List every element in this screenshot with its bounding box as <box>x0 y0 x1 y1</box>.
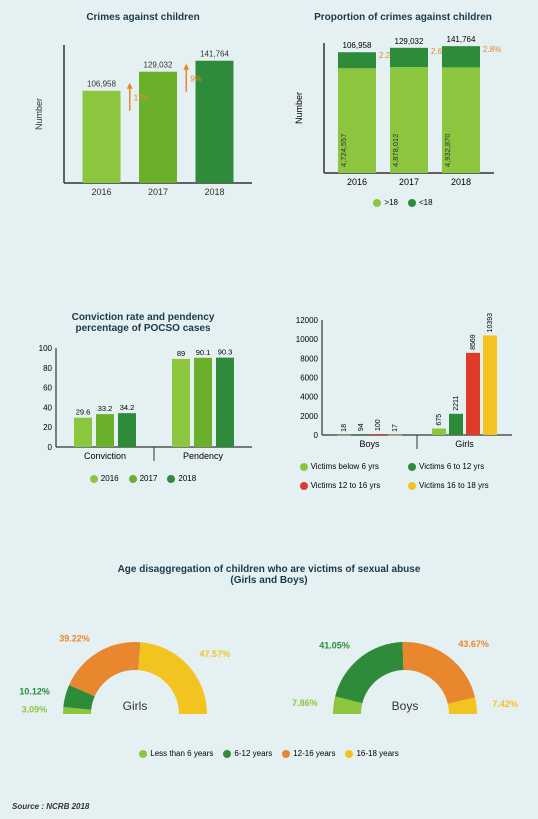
chart3-legend: 2016 2017 2018 <box>28 474 258 483</box>
chart5-title: Age disaggregation of children who are v… <box>0 560 538 594</box>
svg-text:129,032: 129,032 <box>144 61 173 70</box>
svg-text:0: 0 <box>314 431 319 440</box>
svg-text:2017: 2017 <box>399 177 419 187</box>
svg-text:80: 80 <box>43 364 52 373</box>
svg-text:106,958: 106,958 <box>343 41 372 50</box>
svg-text:141,764: 141,764 <box>447 35 476 44</box>
svg-text:29.6: 29.6 <box>76 408 91 417</box>
svg-text:Girls: Girls <box>123 699 148 713</box>
svg-text:0: 0 <box>48 443 53 452</box>
svg-text:2016: 2016 <box>91 187 111 197</box>
svg-text:10.12%: 10.12% <box>19 687 50 697</box>
svg-text:141,764: 141,764 <box>200 50 229 59</box>
svg-text:8569: 8569 <box>470 334 477 350</box>
svg-text:89: 89 <box>177 349 185 358</box>
svg-text:7.42%: 7.42% <box>492 699 518 709</box>
svg-text:47.57%: 47.57% <box>200 649 231 659</box>
chart3-title: Conviction rate and pendency percentage … <box>28 312 258 334</box>
chart1-svg: Number 106,958 2016 129,032 2017 141,764 2018 1… <box>28 23 258 203</box>
legend-item: 2017 <box>129 474 158 483</box>
svg-text:33.2: 33.2 <box>98 404 113 413</box>
svg-text:3.09%: 3.09% <box>22 705 48 715</box>
svg-text:2000: 2000 <box>300 412 318 421</box>
svg-text:10000: 10000 <box>296 335 319 344</box>
svg-text:8000: 8000 <box>300 354 318 363</box>
svg-text:4,724,557: 4,724,557 <box>339 134 348 167</box>
svg-text:Boys: Boys <box>392 699 419 713</box>
legend-item: >18 <box>373 198 398 207</box>
svg-text:40: 40 <box>43 403 52 412</box>
svg-text:4000: 4000 <box>300 393 318 402</box>
svg-text:39.22%: 39.22% <box>59 634 90 644</box>
legend-item: <18 <box>408 198 433 207</box>
svg-text:12000: 12000 <box>296 316 319 325</box>
svg-text:Boys: Boys <box>359 439 380 449</box>
legend-item: 2018 <box>167 474 196 483</box>
chart1-title: Crimes against children <box>28 12 258 23</box>
svg-text:106,958: 106,958 <box>87 80 116 89</box>
svg-text:Number: Number <box>294 92 304 124</box>
svg-text:4,932,870: 4,932,870 <box>443 134 452 167</box>
svg-text:2018: 2018 <box>204 187 224 197</box>
chart3-svg: 0 20 40 60 80 100 29.6 33.2 34.2 Conviction 89 90.1… <box>28 334 258 469</box>
svg-text:2211: 2211 <box>453 396 460 411</box>
svg-text:100: 100 <box>375 419 382 431</box>
chart-proportion: Proportion of crimes against children Nu… <box>288 12 518 228</box>
legend-item: 2016 <box>90 474 119 483</box>
svg-text:4,878,012: 4,878,012 <box>391 134 400 167</box>
chart5-legend: Less than 6 years 6-12 years 12-16 years 16… <box>0 749 538 758</box>
svg-text:Number: Number <box>34 98 44 130</box>
legend-item: 12-16 years <box>282 749 335 758</box>
svg-text:34.2: 34.2 <box>120 403 135 412</box>
legend-item: Victims below 6 yrs <box>300 462 398 471</box>
source-note: Source : NCRB 2018 <box>12 802 89 811</box>
svg-text:675: 675 <box>436 414 443 426</box>
svg-text:41.05%: 41.05% <box>319 641 350 651</box>
svg-text:18: 18 <box>341 424 348 432</box>
chart2-svg: Number106,9582.2%4,724,5572016129,0322.6… <box>288 23 518 193</box>
chart2-title: Proportion of crimes against children <box>288 12 518 23</box>
chart2-legend: >18 <18 <box>288 198 518 207</box>
chart-victims-by-age-sex: 0 2000 4000 6000 8000 10000 12000 18 94 100 17 Boys… <box>288 312 518 502</box>
svg-text:90.3: 90.3 <box>218 348 233 357</box>
svg-text:10393: 10393 <box>487 313 494 333</box>
svg-text:7.86%: 7.86% <box>292 698 318 708</box>
svg-text:43.67%: 43.67% <box>458 639 489 649</box>
svg-text:17: 17 <box>392 424 399 432</box>
legend-item: Victims 12 to 16 yrs <box>300 481 398 490</box>
chart5-svg: 3.09% 10.12% 39.22% 47.57% Girls 7.86% 41.05% 4… <box>0 594 538 744</box>
svg-text:60: 60 <box>43 384 52 393</box>
svg-text:Girls: Girls <box>455 439 474 449</box>
svg-text:2018: 2018 <box>451 177 471 187</box>
svg-text:100: 100 <box>39 344 53 353</box>
svg-text:6000: 6000 <box>300 374 318 383</box>
svg-text:9%: 9% <box>190 75 202 84</box>
svg-text:90.1: 90.1 <box>196 348 211 357</box>
chart-donuts: Age disaggregation of children who are v… <box>0 560 538 790</box>
chart4-svg: 0 2000 4000 6000 8000 10000 12000 18 94 100 17 Boys… <box>288 312 518 457</box>
chart-pocso: Conviction rate and pendency percentage … <box>28 312 258 502</box>
chart4-legend: Victims below 6 yrs Victims 6 to 12 yrs Vi… <box>288 462 518 490</box>
svg-text:129,032: 129,032 <box>395 37 424 46</box>
legend-item: Victims 6 to 12 yrs <box>408 462 506 471</box>
legend-item: Less than 6 years <box>139 749 213 758</box>
svg-text:20: 20 <box>43 423 52 432</box>
svg-text:2016: 2016 <box>347 177 367 187</box>
svg-text:2017: 2017 <box>148 187 168 197</box>
chart-crimes-against-children: Crimes against children Number 106,958 201… <box>28 12 258 212</box>
svg-text:2.8%: 2.8% <box>483 45 501 54</box>
svg-text:Conviction: Conviction <box>84 451 126 461</box>
legend-item: 16-18 years <box>345 749 398 758</box>
legend-item: 6-12 years <box>223 749 272 758</box>
svg-text:17%: 17% <box>134 94 150 103</box>
svg-text:Pendency: Pendency <box>183 451 224 461</box>
legend-item: Victims 16 to 18 yrs <box>408 481 506 490</box>
svg-text:94: 94 <box>358 423 365 431</box>
